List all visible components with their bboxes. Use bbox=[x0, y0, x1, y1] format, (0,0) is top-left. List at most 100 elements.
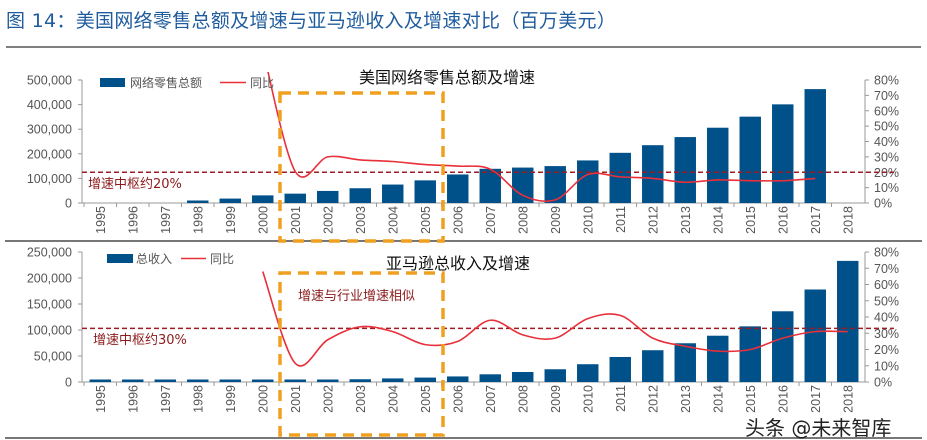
left-tick-label: 150,000 bbox=[27, 298, 72, 312]
right-tick-label: 70% bbox=[874, 262, 899, 276]
chart-title: 美国网络零售总额及增速 bbox=[359, 68, 535, 87]
x-tick-label: 2006 bbox=[451, 206, 465, 234]
x-tick-label: 2009 bbox=[549, 206, 563, 234]
right-tick-label: 50% bbox=[874, 294, 899, 308]
left-tick-label: 50,000 bbox=[34, 350, 72, 364]
bar-2014 bbox=[707, 127, 729, 203]
x-tick-label: 2003 bbox=[354, 385, 368, 413]
left-tick-label: 0 bbox=[65, 376, 72, 390]
x-tick-label: 1999 bbox=[224, 385, 238, 413]
watermark: 头条 @未来智库 bbox=[745, 416, 891, 440]
x-tick-label: 2011 bbox=[614, 385, 628, 412]
x-tick-label: 1998 bbox=[191, 385, 205, 413]
chart-title: 亚马逊总收入及增速 bbox=[386, 254, 530, 273]
left-tick-label: 200,000 bbox=[27, 147, 72, 161]
x-tick-label: 2014 bbox=[711, 206, 725, 234]
x-tick-label: 1997 bbox=[159, 385, 173, 413]
x-tick-label: 2011 bbox=[614, 206, 628, 233]
x-tick-label: 2005 bbox=[419, 206, 433, 234]
highlight-box bbox=[278, 91, 445, 243]
x-tick-label: 2004 bbox=[386, 206, 400, 234]
x-tick-label: 2014 bbox=[711, 385, 725, 413]
x-tick-label: 2012 bbox=[646, 206, 660, 234]
x-tick-label: 2013 bbox=[679, 385, 693, 413]
x-tick-label: 1997 bbox=[159, 206, 173, 234]
bar-2002 bbox=[317, 379, 339, 382]
bar-2000 bbox=[252, 195, 274, 203]
bar-1996 bbox=[122, 379, 144, 382]
bar-2012 bbox=[642, 350, 664, 382]
chart-panel-2: 0 50,000 100,000 150,000 200,000 250,000 0% 10%… bbox=[5, 246, 922, 439]
bar-2007 bbox=[479, 168, 501, 203]
x-tick-label: 2013 bbox=[679, 206, 693, 234]
x-tick-label: 2007 bbox=[484, 206, 498, 234]
x-tick-label: 1995 bbox=[94, 385, 108, 413]
right-tick-label: 60% bbox=[874, 104, 899, 118]
right-tick-label: 60% bbox=[874, 278, 899, 292]
x-tick-label: 2016 bbox=[776, 206, 790, 234]
legend-bar-swatch bbox=[107, 254, 133, 263]
x-tick-label: 2004 bbox=[386, 385, 400, 413]
bar-2015 bbox=[739, 116, 761, 203]
bar-2002 bbox=[317, 190, 339, 203]
legend-bar-swatch bbox=[100, 78, 125, 87]
highlight-label: 增速与行业增速相似 bbox=[298, 289, 415, 304]
bar-2001 bbox=[284, 379, 306, 382]
x-tick-label: 1999 bbox=[224, 206, 238, 234]
x-tick-label: 2015 bbox=[744, 206, 758, 234]
bar-2016 bbox=[772, 311, 794, 382]
bar-2001 bbox=[284, 193, 306, 203]
x-tick-label: 2017 bbox=[809, 206, 823, 234]
x-tick-label: 1996 bbox=[126, 385, 140, 413]
bar-2011 bbox=[609, 356, 631, 382]
right-tick-label: 80% bbox=[874, 74, 899, 88]
legend-bar-label: 网络零售总额 bbox=[130, 75, 202, 90]
growth-line bbox=[261, 271, 848, 367]
title-divider bbox=[6, 46, 921, 48]
x-tick-label: 2018 bbox=[841, 385, 855, 413]
right-tick-label: 20% bbox=[874, 343, 899, 357]
bar-1995 bbox=[89, 379, 111, 382]
left-tick-label: 100,000 bbox=[27, 172, 72, 186]
bar-2014 bbox=[707, 335, 729, 382]
legend-line-label: 同比 bbox=[210, 252, 234, 266]
bar-2000 bbox=[252, 379, 274, 382]
x-tick-label: 2008 bbox=[516, 385, 530, 413]
bar-2010 bbox=[577, 160, 599, 203]
bar-2008 bbox=[512, 167, 534, 203]
right-tick-label: 30% bbox=[874, 150, 899, 164]
right-tick-label: 10% bbox=[874, 181, 899, 195]
bar-2006 bbox=[447, 376, 469, 382]
x-tick-label: 2009 bbox=[549, 385, 563, 413]
bar-1998 bbox=[187, 379, 209, 382]
right-tick-label: 40% bbox=[874, 311, 899, 325]
right-tick-label: 40% bbox=[874, 135, 899, 149]
growth-line bbox=[267, 72, 816, 203]
figure-title: 图 14：美国网络零售总额及增速与亚马逊收入及增速对比（百万美元） bbox=[6, 10, 617, 32]
x-tick-label: 2012 bbox=[646, 385, 660, 413]
x-tick-label: 2016 bbox=[776, 385, 790, 413]
x-tick-label: 2005 bbox=[419, 385, 433, 413]
left-tick-label: 0 bbox=[65, 197, 72, 211]
bar-2009 bbox=[544, 369, 566, 382]
x-tick-label: 2007 bbox=[484, 385, 498, 413]
x-tick-label: 1996 bbox=[126, 206, 140, 234]
x-tick-label: 2002 bbox=[321, 385, 335, 413]
x-tick-label: 2018 bbox=[841, 206, 855, 234]
bar-2003 bbox=[349, 379, 371, 382]
bar-2006 bbox=[447, 174, 469, 203]
bar-2005 bbox=[414, 180, 436, 203]
x-tick-label: 2000 bbox=[256, 385, 270, 413]
bar-2003 bbox=[349, 188, 371, 203]
bar-2012 bbox=[642, 145, 664, 203]
x-tick-label: 1995 bbox=[94, 206, 108, 234]
left-tick-label: 100,000 bbox=[27, 324, 72, 338]
x-tick-label: 2003 bbox=[354, 206, 368, 234]
right-tick-label: 10% bbox=[874, 359, 899, 373]
bar-2008 bbox=[512, 372, 534, 382]
right-tick-label: 50% bbox=[874, 120, 899, 134]
right-tick-label: 30% bbox=[874, 327, 899, 341]
highlight-box bbox=[278, 271, 445, 437]
bar-2010 bbox=[577, 364, 599, 382]
x-tick-label: 2010 bbox=[581, 206, 595, 234]
